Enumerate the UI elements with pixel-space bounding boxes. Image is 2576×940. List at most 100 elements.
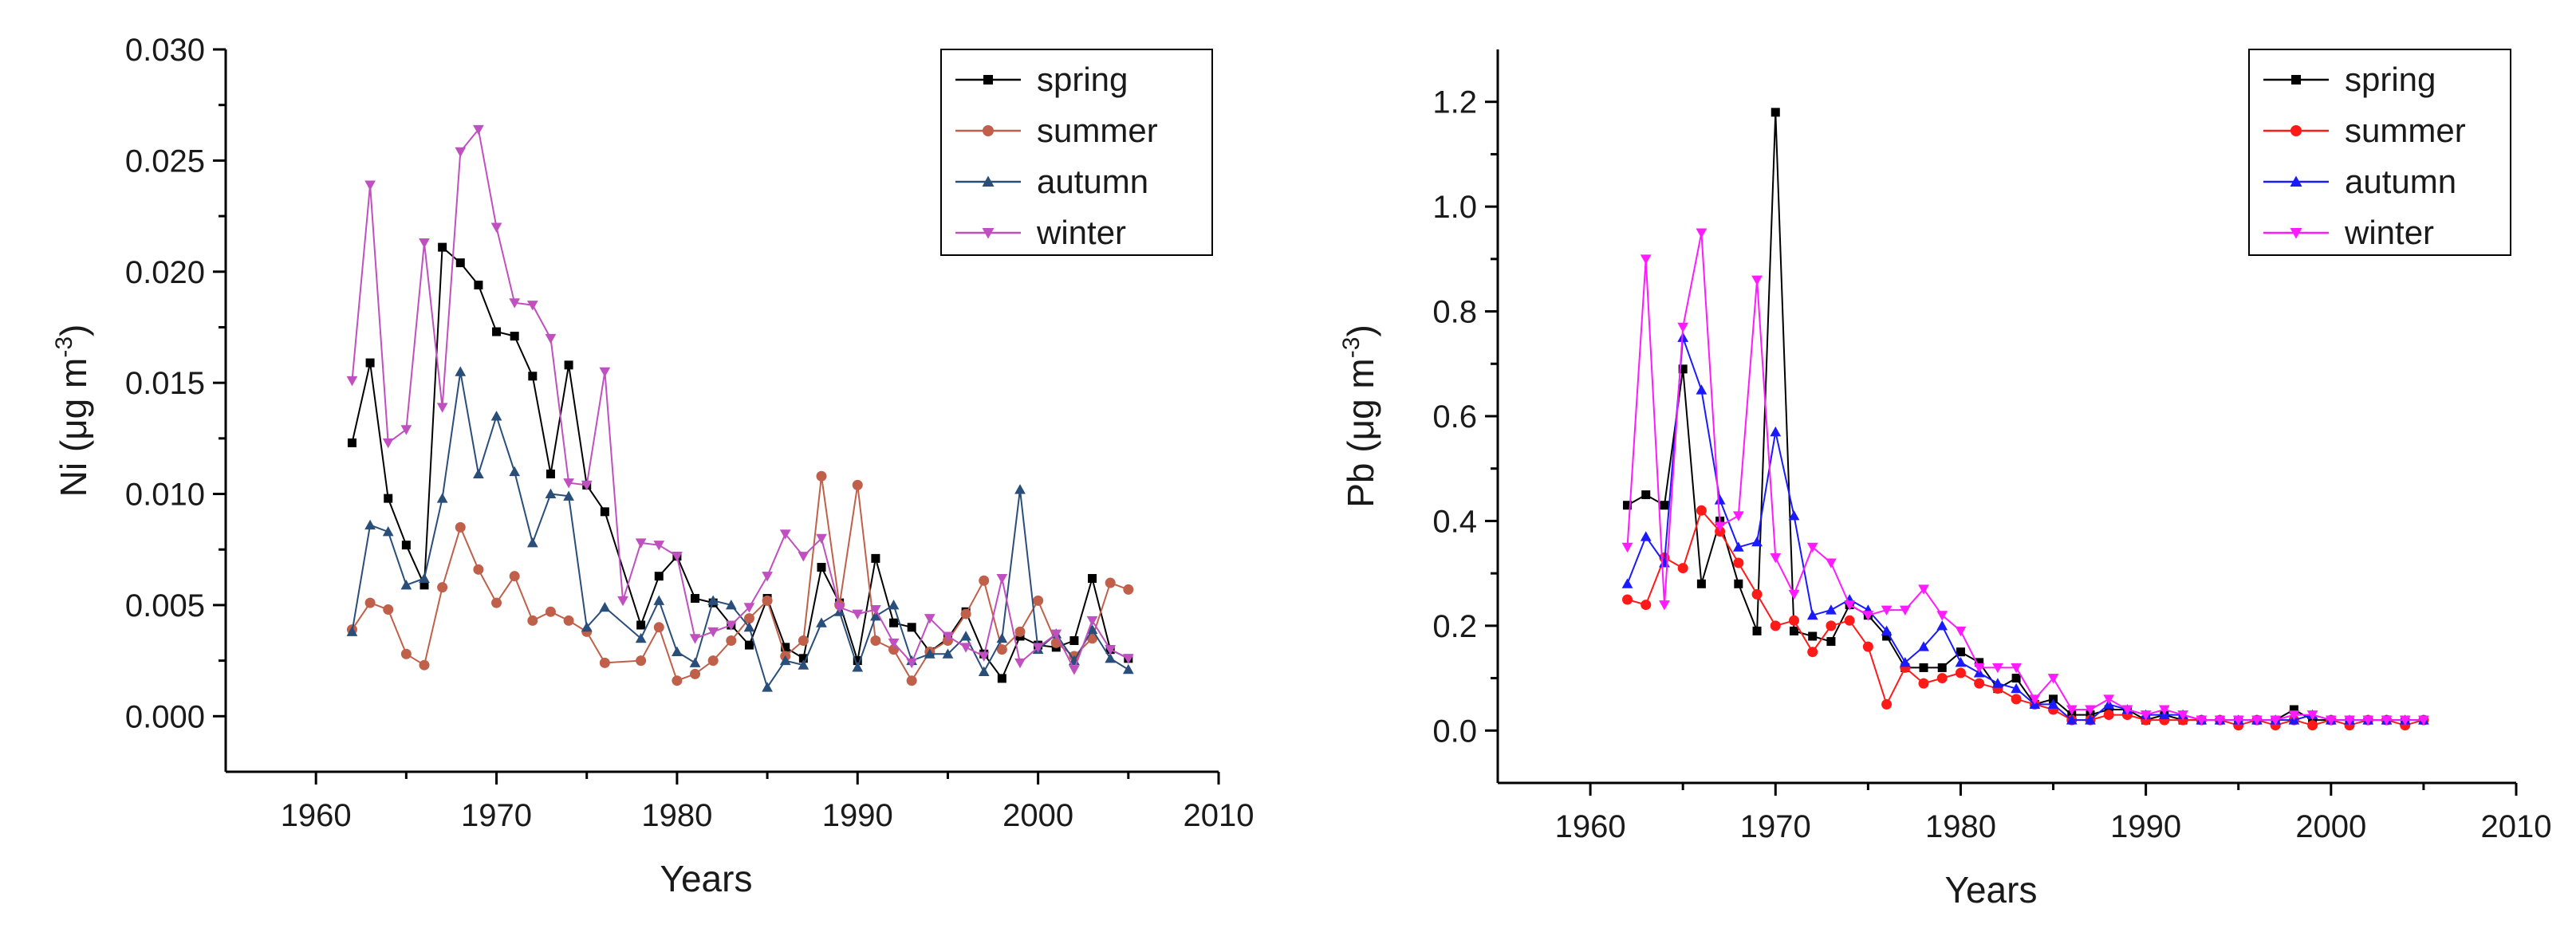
data-point-summer bbox=[906, 675, 917, 686]
data-point-autumn bbox=[1014, 484, 1026, 494]
data-point-spring bbox=[510, 332, 519, 341]
data-point-autumn bbox=[419, 572, 430, 583]
data-point-spring bbox=[419, 580, 429, 590]
series-line-summer bbox=[1627, 509, 2424, 726]
x-tick-label: 1990 bbox=[2110, 809, 2181, 844]
data-point-spring bbox=[1752, 626, 1762, 635]
data-point-spring bbox=[546, 469, 555, 478]
data-point-winter bbox=[996, 573, 1008, 584]
data-point-spring bbox=[600, 507, 609, 517]
data-point-winter bbox=[1751, 275, 1763, 286]
data-point-winter bbox=[1677, 322, 1689, 333]
data-point-winter bbox=[1936, 611, 1948, 621]
data-point-summer bbox=[726, 635, 737, 647]
data-point-autumn bbox=[382, 526, 394, 537]
data-point-winter bbox=[1069, 665, 1080, 675]
data-point-autumn bbox=[1732, 541, 1744, 552]
data-point-summer bbox=[2103, 710, 2114, 721]
data-point-spring bbox=[1069, 636, 1079, 646]
data-point-autumn bbox=[1936, 619, 1948, 631]
data-point-winter bbox=[1788, 589, 1800, 600]
legend-marker-autumn bbox=[982, 175, 995, 187]
legend-label-spring: spring bbox=[2345, 61, 2436, 98]
series-winter bbox=[346, 124, 1134, 675]
data-point-spring bbox=[1678, 364, 1688, 374]
data-point-autumn bbox=[545, 488, 557, 499]
data-point-autumn bbox=[743, 621, 755, 632]
data-point-winter bbox=[1826, 558, 1837, 568]
data-point-summer bbox=[707, 655, 719, 667]
data-point-autumn bbox=[400, 579, 412, 590]
data-point-summer bbox=[437, 582, 448, 593]
data-point-winter bbox=[942, 631, 954, 642]
data-point-summer bbox=[1826, 620, 1837, 631]
data-point-summer bbox=[1677, 563, 1688, 574]
data-point-winter bbox=[725, 620, 737, 631]
data-point-winter bbox=[2270, 715, 2282, 726]
data-point-summer bbox=[1087, 633, 1098, 644]
data-point-winter bbox=[798, 552, 809, 562]
data-point-summer bbox=[636, 655, 647, 667]
data-point-spring bbox=[997, 674, 1006, 683]
data-point-spring bbox=[365, 358, 375, 368]
data-point-spring bbox=[654, 572, 664, 581]
data-point-autumn bbox=[707, 595, 719, 605]
data-point-winter bbox=[1086, 616, 1098, 627]
ni-chart: 1960 1970 1980 1990 2000 2010 0.000 0.005 0.010 0… bbox=[51, 33, 1254, 899]
data-point-spring bbox=[744, 640, 754, 650]
legend-marker-summer bbox=[2290, 125, 2302, 136]
data-point-winter bbox=[2381, 715, 2393, 726]
data-point-autumn bbox=[653, 595, 665, 605]
data-point-autumn bbox=[581, 621, 593, 632]
data-point-winter bbox=[563, 478, 574, 489]
data-point-spring bbox=[564, 360, 573, 370]
data-point-summer bbox=[383, 604, 394, 615]
data-point-autumn bbox=[689, 657, 701, 667]
data-point-summer bbox=[1974, 678, 1985, 689]
data-point-winter bbox=[400, 425, 412, 435]
data-point-winter bbox=[526, 301, 538, 311]
data-point-winter bbox=[1992, 663, 2003, 674]
y-tick-label: 0.010 bbox=[125, 478, 205, 513]
data-point-summer bbox=[870, 635, 881, 647]
x-tick-label: 1960 bbox=[1555, 809, 1626, 844]
data-point-summer bbox=[563, 615, 574, 626]
data-point-summer bbox=[1955, 667, 1966, 678]
series-winter bbox=[1621, 228, 2429, 726]
data-point-winter bbox=[2066, 705, 2078, 715]
data-point-winter bbox=[1973, 663, 1985, 674]
data-point-autumn bbox=[635, 632, 647, 643]
data-point-winter bbox=[1122, 654, 1134, 664]
data-point-winter bbox=[490, 222, 502, 233]
data-point-summer bbox=[419, 659, 430, 671]
y-tick-label: 0.015 bbox=[125, 366, 205, 401]
data-point-winter bbox=[1640, 254, 1652, 265]
data-point-autumn bbox=[2047, 698, 2059, 709]
data-point-winter bbox=[581, 480, 593, 491]
data-point-winter bbox=[852, 609, 864, 619]
series-line-summer bbox=[351, 475, 1129, 682]
data-point-winter bbox=[2047, 674, 2059, 684]
data-point-autumn bbox=[888, 600, 900, 610]
data-point-spring bbox=[871, 553, 880, 563]
data-point-spring bbox=[1956, 647, 1965, 657]
data-point-autumn bbox=[1918, 641, 1929, 651]
y-tick-label: 0.8 bbox=[1432, 295, 1477, 330]
data-point-summer bbox=[653, 622, 664, 633]
series-line-winter bbox=[351, 128, 1129, 671]
data-point-autumn bbox=[960, 631, 971, 641]
data-point-spring bbox=[438, 242, 447, 252]
data-point-spring bbox=[492, 327, 502, 336]
data-point-winter bbox=[2344, 715, 2355, 726]
data-point-summer bbox=[527, 615, 538, 626]
data-point-summer bbox=[1770, 620, 1781, 631]
data-point-winter bbox=[2121, 705, 2133, 715]
data-point-spring bbox=[889, 618, 899, 627]
data-point-winter bbox=[1105, 645, 1117, 655]
data-point-winter bbox=[833, 603, 845, 613]
legend-label-summer: summer bbox=[1037, 112, 1158, 149]
data-point-autumn bbox=[490, 411, 502, 421]
data-point-spring bbox=[1771, 108, 1780, 117]
y-tick-label: 1.0 bbox=[1432, 190, 1477, 225]
data-point-spring bbox=[853, 656, 862, 666]
